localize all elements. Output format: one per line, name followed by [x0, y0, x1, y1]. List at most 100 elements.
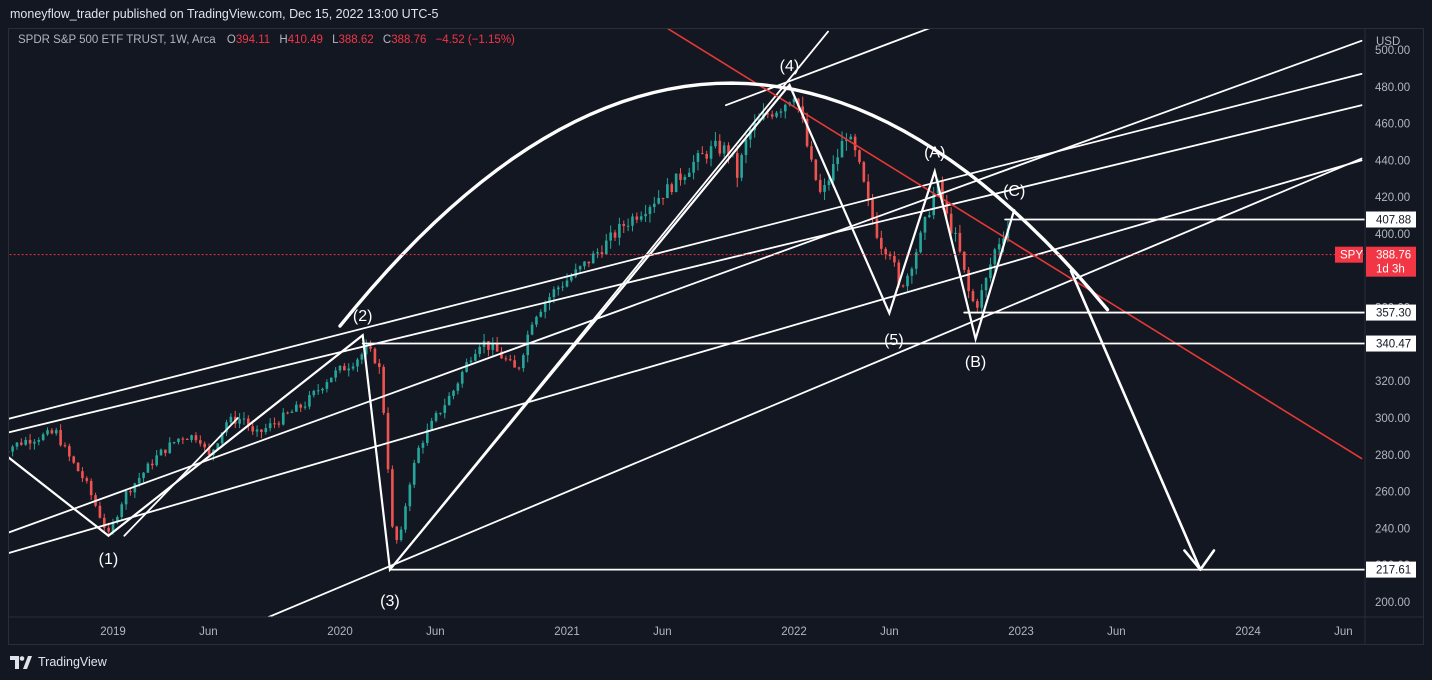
candle-body — [875, 218, 879, 238]
candle-body — [683, 176, 687, 180]
candle-body — [687, 172, 691, 177]
candle — [303, 401, 307, 410]
projection-arrow-head-left — [1183, 549, 1202, 571]
candle — [325, 379, 329, 393]
x-tick-label: Jun — [880, 626, 899, 638]
channel-line-upper-2 — [9, 73, 1363, 420]
arc-curve — [338, 81, 1110, 328]
tradingview-logo[interactable]: TradingView — [10, 655, 107, 669]
candle-body — [273, 423, 276, 425]
candle-body — [251, 426, 254, 432]
candle — [526, 330, 530, 363]
candle — [41, 432, 45, 442]
candle — [129, 489, 132, 496]
candle-body — [504, 358, 508, 360]
candle-body — [818, 179, 822, 192]
candle — [273, 417, 276, 429]
candle — [194, 432, 198, 443]
candle-body — [783, 104, 787, 112]
drawings — [9, 29, 1365, 617]
candle — [923, 216, 927, 241]
candle — [648, 204, 652, 223]
candle — [421, 440, 425, 454]
candle — [967, 267, 970, 299]
candle-body — [447, 395, 451, 406]
candle — [644, 204, 647, 222]
candle — [906, 273, 909, 292]
candle-body — [164, 449, 167, 454]
candle — [364, 339, 368, 358]
candle — [20, 438, 23, 446]
candle-body — [862, 162, 866, 182]
candle — [578, 265, 582, 274]
candle — [513, 355, 516, 368]
candle — [522, 353, 525, 372]
candle-body — [377, 363, 381, 367]
price-tag-text: 388.76 — [1376, 250, 1411, 262]
candle-body — [373, 348, 377, 364]
candle — [954, 227, 957, 242]
candle — [391, 465, 394, 529]
candle-body — [20, 442, 23, 445]
candle-body — [997, 244, 1001, 250]
level-tag: 357.30 — [1366, 304, 1416, 321]
candle-body — [517, 367, 521, 369]
candle-body — [281, 412, 285, 425]
candle-body — [906, 275, 909, 287]
x-tick-label: Jun — [653, 626, 672, 638]
candle — [740, 153, 743, 182]
candle — [718, 134, 722, 157]
wave-label: (B) — [965, 354, 986, 371]
candle-body — [124, 491, 128, 505]
candle-body — [199, 440, 202, 444]
candle — [68, 443, 71, 462]
x-tick-label: 2024 — [1235, 626, 1261, 638]
candle-body — [316, 390, 320, 392]
candle-body — [347, 368, 351, 371]
candle-body — [530, 324, 534, 335]
candle-body — [3, 451, 6, 452]
candle — [308, 391, 311, 410]
candle — [714, 131, 717, 149]
candle — [146, 462, 150, 473]
candle — [85, 476, 89, 484]
candle — [356, 357, 359, 372]
y-tick-label: 500.00 — [1375, 45, 1410, 57]
candle — [426, 423, 429, 446]
candle-body — [68, 446, 71, 457]
candle — [862, 160, 866, 183]
candle — [299, 403, 303, 413]
publisher-line: moneyflow_trader published on TradingVie… — [10, 7, 439, 21]
candle — [229, 413, 233, 426]
candle — [517, 366, 521, 371]
candle-body — [59, 430, 62, 446]
candle-body — [508, 359, 512, 361]
candle-body — [714, 140, 717, 147]
candle-body — [522, 355, 525, 369]
candle-body — [260, 429, 263, 432]
candle-body — [622, 223, 626, 226]
candle-body — [901, 285, 905, 287]
candle — [382, 364, 385, 416]
legend-close-label: C — [382, 34, 392, 46]
candle — [962, 251, 966, 273]
candle-body — [884, 248, 887, 255]
candle-body — [129, 491, 132, 493]
candle-body — [107, 527, 110, 532]
legend-open-label: O — [226, 34, 236, 46]
candle — [701, 146, 704, 155]
candle-body — [334, 370, 337, 378]
level-tag: 407.88 — [1366, 211, 1416, 228]
candle-body — [137, 478, 141, 484]
candle-body — [41, 434, 45, 441]
x-tick-label: 2021 — [554, 626, 580, 638]
candle-body — [740, 155, 743, 178]
candle-body — [89, 480, 93, 496]
candle — [238, 413, 241, 429]
candle-body — [866, 181, 870, 199]
steep-upper-line — [725, 29, 930, 107]
candle — [709, 140, 713, 167]
candle-body — [277, 423, 281, 425]
candle-body — [238, 419, 241, 424]
